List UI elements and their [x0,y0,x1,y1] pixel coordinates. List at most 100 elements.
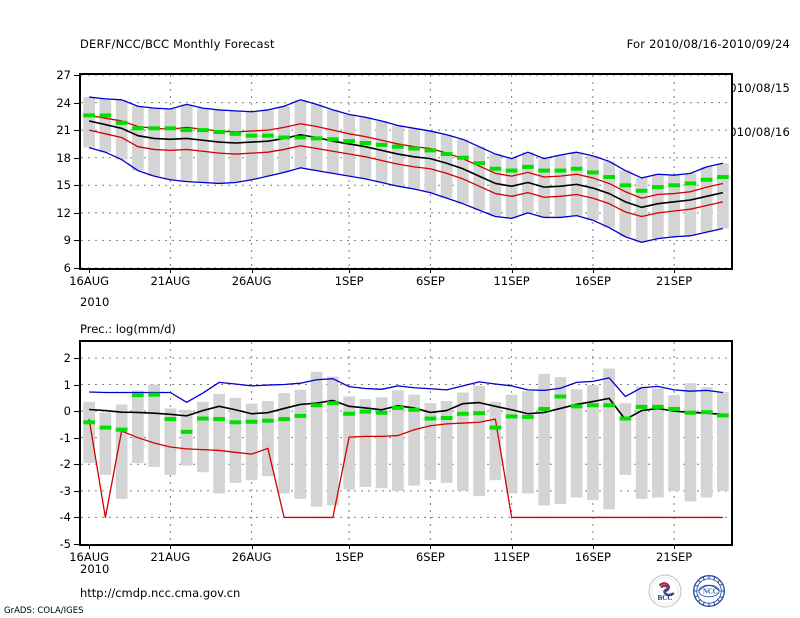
y-axis-tick-label: 21 [56,123,71,138]
range-bar [83,401,95,463]
climatology-dash [99,425,112,430]
climatology-dash [197,416,209,421]
x-axis-tick [430,268,432,273]
climatology-dash [522,164,534,169]
climatology-dash [668,406,680,411]
range-bar [392,125,404,187]
climatology-dash [473,161,485,166]
range-bar [684,383,697,502]
precipitation-chart-panel [79,340,733,546]
bcc-logo: BCC [648,574,682,608]
range-bar [587,385,599,501]
y-axis-tick [74,384,79,386]
range-bar [668,175,680,237]
y-axis-tick-label: -4 [59,510,71,525]
range-bar [505,158,518,219]
range-bar [440,134,453,199]
climatology-dash [229,420,242,425]
climatology-dash [424,148,437,153]
range-bar [213,393,225,494]
range-bar [83,97,95,148]
x-axis-tick [511,268,513,273]
climatology-dash [538,406,550,411]
cmdp-url-label[interactable]: http://cmdp.ncc.cma.gov.cn [80,586,241,600]
x-axis-tick-label: 6SEP [415,274,445,288]
climatology-dash [700,410,713,415]
range-bar [457,392,469,491]
range-bar [99,412,112,475]
climatology-dash [83,113,95,118]
range-bar [538,373,550,506]
series-line-max [89,96,724,179]
climatology-dash [473,411,485,416]
range-bar [262,109,274,177]
y-axis-tick [74,490,79,492]
x-axis-tick-label: 26AUG [231,274,272,288]
x-axis-tick [592,268,594,273]
range-bar [635,386,648,499]
range-bar [115,404,128,499]
range-bar [408,128,420,189]
series-line-lower-quartile [88,129,724,218]
climatology-dash [554,168,567,173]
range-bar [294,389,307,499]
x-axis-tick [349,544,351,549]
climatology-dash [700,177,713,182]
range-bar [229,397,242,483]
climatology-dash [327,401,339,406]
y-axis-tick [74,130,79,132]
range-bar [473,146,485,211]
climatology-dash [652,404,664,409]
climatology-dash [164,417,177,422]
series-line-min [88,146,724,243]
climatology-dash [635,188,648,193]
range-bar [717,163,729,229]
range-bar [668,395,680,491]
range-bar [197,401,209,473]
range-bar [424,131,437,193]
climatology-dash [132,126,144,131]
climatology-dash [570,404,583,409]
range-bar [359,399,372,487]
precipitation-panel-title: Prec.: log(mm/d) [80,322,176,336]
climatology-dash [262,418,274,423]
series-line-ensemble-mean [88,120,724,209]
x-axis-tick [674,268,676,273]
climatology-dash [619,183,632,188]
climatology-dash [359,141,372,146]
y-axis-tick [74,411,79,413]
x-axis-tick [349,268,351,273]
range-bar [522,391,534,494]
x-axis-tick-label: 21SEP [656,274,693,288]
range-bar [684,173,697,236]
y-axis-tick [74,157,79,159]
range-bar [245,403,258,481]
climatology-dash [717,175,729,180]
y-axis-tick [74,357,79,359]
x-axis-tick [170,544,172,549]
climatology-dash [99,113,112,118]
climatology-dash [180,128,193,133]
range-bar [700,166,713,233]
climatology-dash [245,133,258,138]
climatology-dash [554,394,567,399]
x-axis-tick [592,544,594,549]
climatology-dash [180,429,193,434]
climatology-dash [83,420,95,425]
climatology-dash [603,403,615,408]
climatology-dash [327,137,339,142]
range-bar [229,110,242,183]
y-axis-tick-label: 2 [63,350,71,365]
y-axis-tick [74,517,79,519]
range-bar [424,403,437,481]
temperature-plot-area [81,75,731,268]
climatology-dash [457,411,469,416]
x-axis-tick [251,268,253,273]
climatology-dash [587,170,599,175]
climatology-dash [408,407,420,412]
forecast-period-label: For 2010/08/16-2010/09/24 [626,37,790,51]
y-axis-tick [74,75,79,76]
y-axis-tick-label: 0 [63,404,71,419]
x-axis-tick-label: 16AUG [69,274,110,288]
range-bar [180,104,193,182]
